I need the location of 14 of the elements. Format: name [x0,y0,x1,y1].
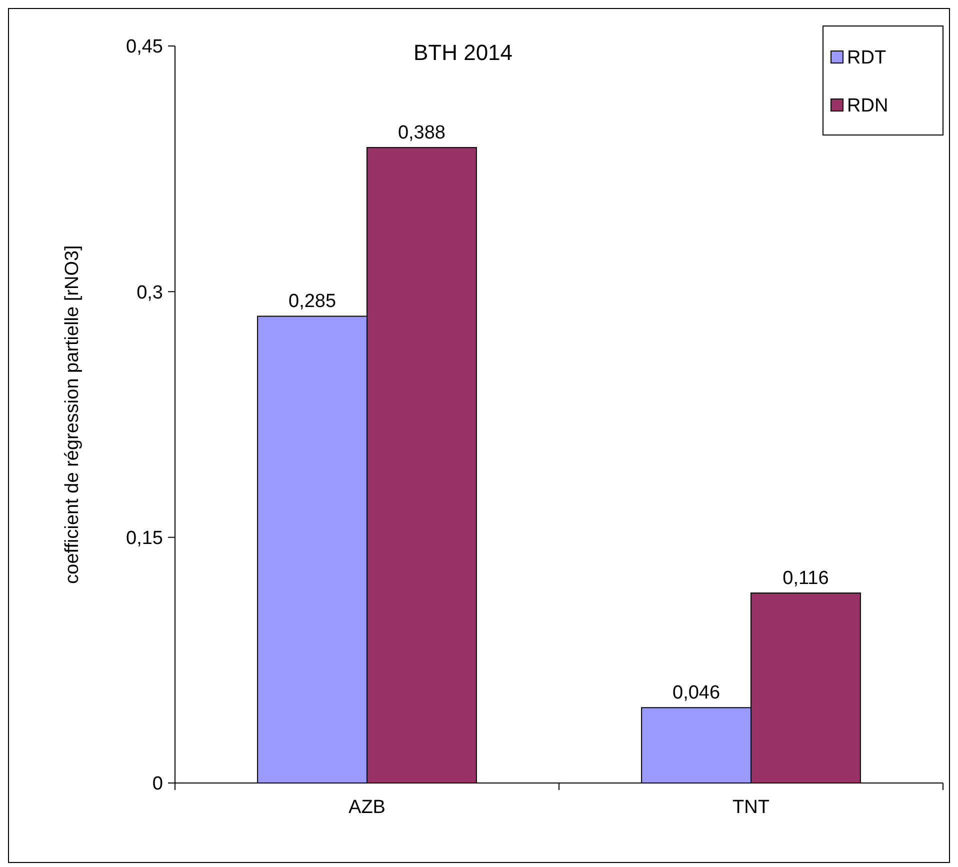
y-tick-label: 0,15 [126,528,163,549]
legend-label: RDN [847,96,888,117]
y-tick-label: 0 [152,774,163,795]
chart-title: BTH 2014 [413,40,513,65]
data-label: 0,285 [288,291,336,312]
legend-label: RDT [847,48,886,69]
data-label: 0,116 [782,568,829,590]
x-tick-label: AZB [348,797,386,818]
data-label: 0,388 [398,122,446,144]
x-tick-label: TNT [732,797,770,818]
y-axis-title: coefficient de régression partielle [rNO3] [62,245,83,584]
y-tick-label: 0,45 [126,36,163,58]
data-label: 0,046 [672,682,720,704]
y-tick-label: 0,3 [136,282,163,304]
